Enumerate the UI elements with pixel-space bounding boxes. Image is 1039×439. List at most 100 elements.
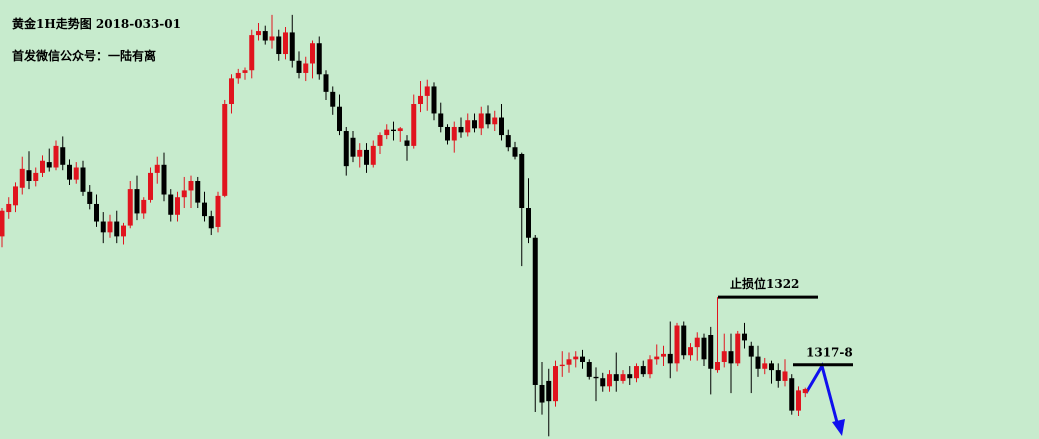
- candle-body: [566, 359, 572, 365]
- candle-body: [661, 353, 666, 357]
- candle-body: [519, 153, 525, 209]
- candle-body: [586, 362, 592, 377]
- candle-body: [323, 74, 329, 92]
- candle-body: [478, 113, 484, 129]
- candle-body: [0, 210, 5, 237]
- candle-body: [13, 186, 18, 206]
- candle-body: [762, 363, 768, 369]
- candle-body: [33, 172, 39, 182]
- candle-body: [46, 162, 52, 168]
- candle-body: [607, 374, 612, 387]
- candle-body: [553, 366, 558, 402]
- candle-body: [438, 113, 444, 127]
- chart-title: 黄金1H走势图 2018-033-01: [12, 16, 181, 31]
- candle-body: [289, 32, 295, 61]
- candle-body: [73, 167, 79, 180]
- candle-body: [782, 371, 788, 381]
- candle-body: [580, 356, 585, 363]
- candle-body: [195, 181, 201, 203]
- candle-body: [526, 208, 531, 238]
- candle-body: [600, 378, 606, 387]
- candle-body: [391, 129, 396, 132]
- candle-body: [681, 325, 687, 356]
- candle-body: [330, 91, 336, 107]
- candle-body: [721, 351, 727, 363]
- candle-body: [796, 390, 801, 411]
- candle-body: [94, 203, 99, 222]
- candle-body: [620, 374, 626, 381]
- candle-body: [269, 36, 275, 41]
- candle-body: [573, 356, 579, 360]
- candle-body: [87, 191, 93, 204]
- candle-body: [755, 356, 761, 369]
- candle-body: [141, 199, 147, 214]
- candle-body: [647, 359, 653, 375]
- candle-body: [634, 366, 639, 379]
- candle-body: [364, 149, 369, 165]
- candle-body: [188, 181, 194, 191]
- candle-body: [802, 389, 808, 394]
- candle-body: [667, 353, 673, 364]
- candle-body: [485, 113, 491, 125]
- candle-body: [512, 147, 518, 157]
- candle-body: [80, 167, 86, 192]
- candle-body: [235, 72, 241, 79]
- candle-body: [424, 86, 430, 96]
- candle-body: [674, 325, 680, 364]
- candle-body: [499, 117, 504, 136]
- candle-body: [350, 137, 356, 157]
- candle-body: [445, 126, 450, 141]
- candle-body: [715, 362, 720, 371]
- candle-body: [343, 131, 349, 167]
- candle-body: [134, 189, 140, 214]
- candle-body: [208, 216, 214, 229]
- candle-body: [67, 164, 72, 180]
- candle-body: [546, 380, 552, 402]
- candle-body: [640, 366, 646, 375]
- candle-body: [370, 145, 376, 165]
- candle-body: [256, 31, 261, 36]
- candle-body: [505, 135, 511, 148]
- candle-body: [276, 36, 282, 55]
- candle-body: [789, 378, 795, 411]
- candle-body: [708, 334, 714, 369]
- candle-body: [701, 337, 707, 360]
- projection-arrow: [804, 362, 840, 427]
- candle-body: [377, 135, 383, 146]
- candle-body: [19, 168, 25, 188]
- candle-body: [121, 225, 126, 237]
- candle-body: [688, 347, 693, 356]
- candle-body: [559, 364, 565, 367]
- candle-body: [404, 140, 410, 146]
- candle-body: [431, 86, 437, 114]
- candle-body: [532, 237, 538, 385]
- candle-body: [249, 35, 255, 71]
- candle-body: [215, 195, 221, 227]
- candle-body: [465, 120, 471, 133]
- candle-body: [242, 70, 248, 73]
- candle-body: [748, 345, 754, 357]
- candle-body: [384, 129, 390, 136]
- candle-body: [53, 145, 59, 168]
- candle-body: [539, 384, 545, 403]
- candle-body: [310, 43, 315, 64]
- candle-body: [472, 120, 477, 129]
- candle-body: [303, 63, 309, 73]
- candle-body: [222, 104, 228, 196]
- candle-body: [742, 333, 747, 341]
- candle-body: [337, 106, 342, 132]
- candle-body: [40, 160, 45, 173]
- candle-body: [148, 172, 153, 200]
- candle-body: [114, 221, 120, 237]
- candle-body: [127, 189, 133, 226]
- candle-body: [694, 337, 700, 348]
- candle-body: [418, 95, 423, 105]
- candle-body: [775, 370, 781, 381]
- candle-body: [458, 126, 464, 133]
- candle-body: [451, 126, 457, 141]
- candle-body: [283, 32, 288, 55]
- candle-body: [593, 376, 599, 379]
- candle-body: [60, 147, 66, 165]
- candle-body: [769, 363, 774, 371]
